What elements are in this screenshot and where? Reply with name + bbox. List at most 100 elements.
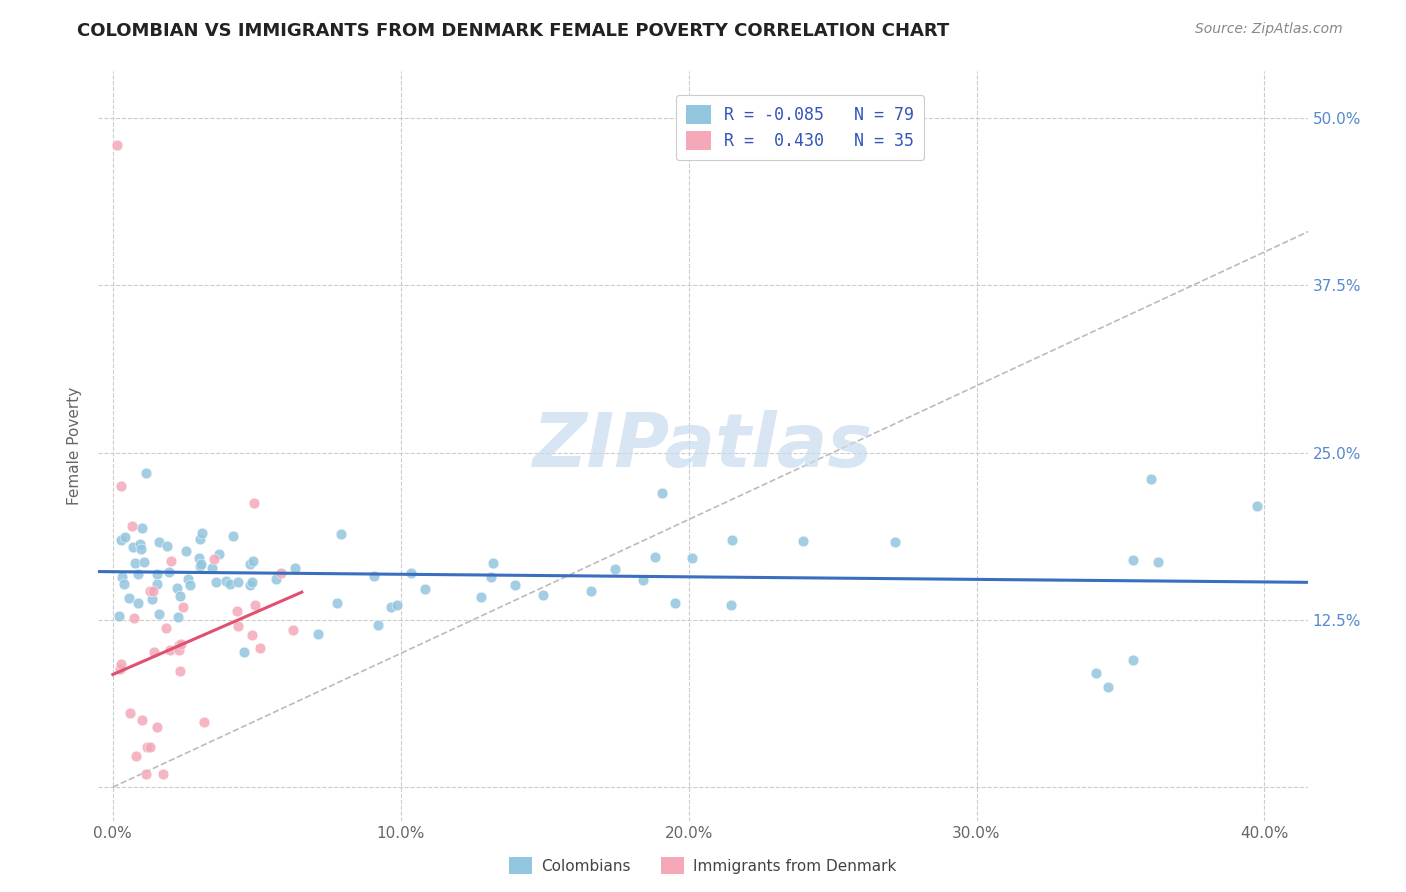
Point xyxy=(482,557,505,571)
Point xyxy=(190,557,212,571)
Point xyxy=(325,596,347,610)
Point xyxy=(413,582,436,596)
Point xyxy=(215,574,238,588)
Point xyxy=(470,590,492,604)
Point xyxy=(131,521,153,535)
Point xyxy=(531,588,554,602)
Point xyxy=(226,575,249,590)
Point xyxy=(208,547,231,561)
Point xyxy=(169,589,191,603)
Point xyxy=(270,566,292,580)
Point xyxy=(169,664,191,678)
Point xyxy=(399,566,422,581)
Point xyxy=(172,599,194,614)
Point xyxy=(307,627,329,641)
Point xyxy=(114,530,136,544)
Point xyxy=(792,533,814,548)
Point xyxy=(166,609,188,624)
Y-axis label: Female Poverty: Female Poverty xyxy=(67,387,83,505)
Point xyxy=(170,637,193,651)
Point xyxy=(111,570,134,584)
Point xyxy=(242,496,264,510)
Point xyxy=(226,604,249,618)
Point xyxy=(121,519,143,533)
Point xyxy=(152,767,174,781)
Point xyxy=(124,748,146,763)
Point xyxy=(884,535,907,549)
Point xyxy=(160,554,183,568)
Point xyxy=(204,575,226,590)
Point xyxy=(159,642,181,657)
Text: ZIPatlas: ZIPatlas xyxy=(533,409,873,483)
Point xyxy=(177,572,200,586)
Point xyxy=(367,618,389,632)
Point xyxy=(174,544,197,558)
Point xyxy=(131,714,153,728)
Point xyxy=(146,720,169,734)
Point xyxy=(142,583,165,598)
Point xyxy=(222,529,245,543)
Point xyxy=(281,624,304,638)
Point xyxy=(110,657,132,671)
Point xyxy=(132,555,155,569)
Point xyxy=(110,662,132,676)
Point xyxy=(135,466,157,480)
Point xyxy=(233,645,256,659)
Point xyxy=(148,607,170,622)
Point xyxy=(139,740,162,755)
Point xyxy=(191,525,214,540)
Point xyxy=(1139,473,1161,487)
Point xyxy=(112,577,135,591)
Point xyxy=(124,557,146,571)
Point xyxy=(238,557,260,571)
Point xyxy=(479,570,502,584)
Point xyxy=(141,592,163,607)
Point xyxy=(228,619,250,633)
Point xyxy=(387,598,409,612)
Point xyxy=(179,578,201,592)
Text: Source: ZipAtlas.com: Source: ZipAtlas.com xyxy=(1195,22,1343,37)
Point xyxy=(155,621,177,635)
Point xyxy=(681,550,703,565)
Point xyxy=(1122,553,1144,567)
Point xyxy=(167,638,190,652)
Point xyxy=(157,565,180,579)
Point xyxy=(201,561,224,575)
Point xyxy=(128,536,150,550)
Point xyxy=(581,584,603,599)
Point xyxy=(188,551,211,566)
Point xyxy=(110,479,132,493)
Point xyxy=(166,582,188,596)
Point xyxy=(139,583,162,598)
Point xyxy=(249,640,271,655)
Point xyxy=(245,598,267,612)
Point xyxy=(120,706,142,720)
Point xyxy=(122,611,145,625)
Point xyxy=(110,533,132,547)
Point xyxy=(148,534,170,549)
Point xyxy=(202,552,225,566)
Point xyxy=(240,628,263,642)
Point xyxy=(167,643,190,657)
Point xyxy=(664,596,686,610)
Point xyxy=(156,539,179,553)
Point xyxy=(651,485,673,500)
Point xyxy=(131,541,153,556)
Point xyxy=(503,578,526,592)
Point xyxy=(240,575,263,590)
Point xyxy=(122,541,145,555)
Point xyxy=(380,600,402,615)
Legend: Colombians, Immigrants from Denmark: Colombians, Immigrants from Denmark xyxy=(503,851,903,880)
Point xyxy=(330,526,353,541)
Point xyxy=(720,533,742,548)
Point xyxy=(631,573,654,587)
Point xyxy=(142,645,165,659)
Point xyxy=(136,740,159,755)
Point xyxy=(1246,500,1268,514)
Point xyxy=(188,532,211,546)
Point xyxy=(644,550,666,565)
Point xyxy=(218,577,240,591)
Point xyxy=(193,715,215,730)
Point xyxy=(107,609,129,624)
Point xyxy=(242,553,264,567)
